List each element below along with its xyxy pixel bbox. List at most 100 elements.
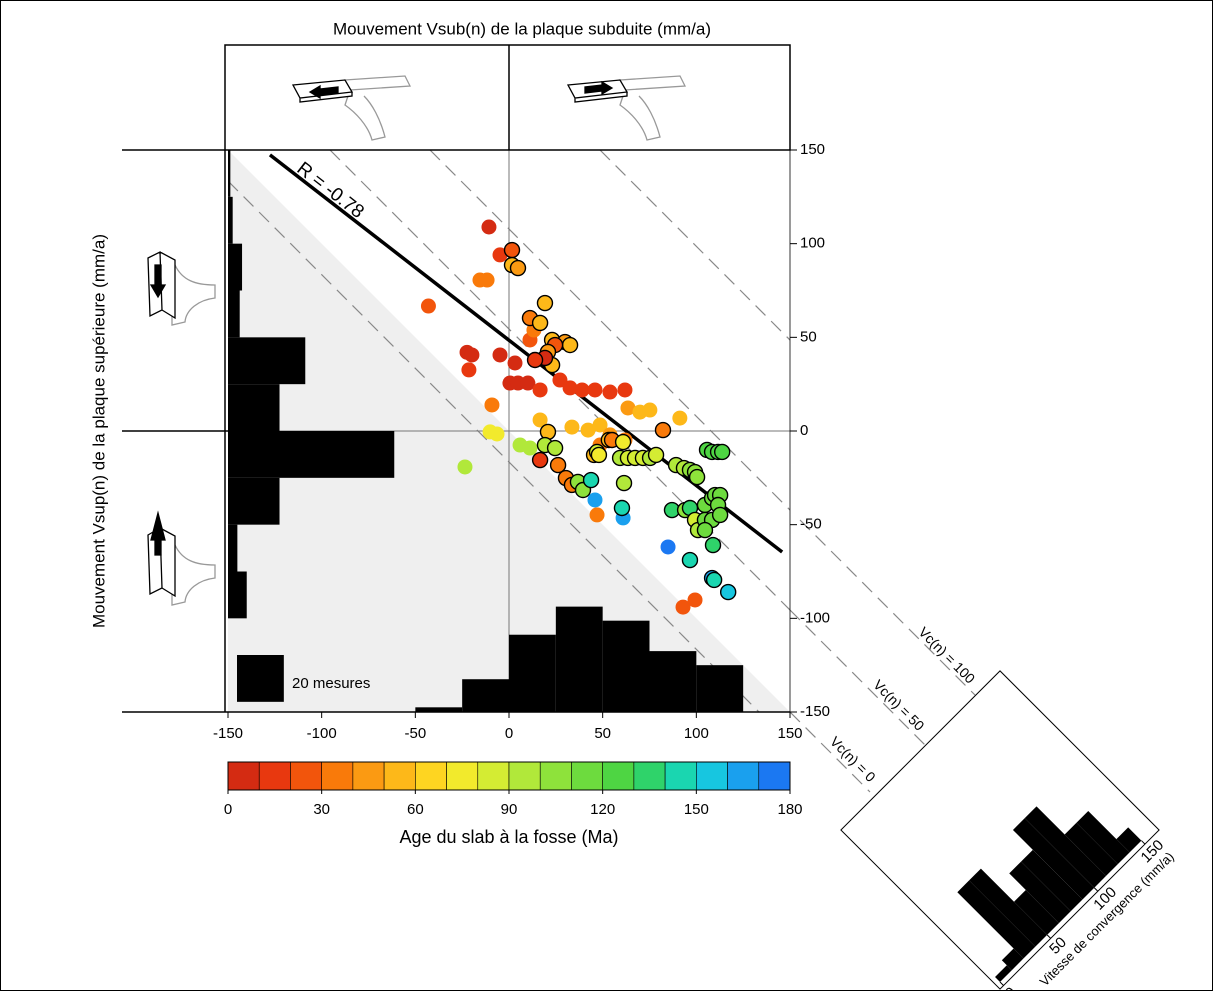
data-point [492,347,508,363]
scale-square [237,655,284,702]
y-tick-label: -100 [800,609,830,626]
x-tick-label: -150 [213,725,243,742]
colorbar-tick-label: 120 [590,801,615,818]
convergence-bar [1064,822,1118,876]
convergence-frame [840,670,1160,990]
colorbar-cell [539,761,572,791]
colorbar-cell [633,761,666,791]
hist-bar [555,606,603,712]
y-tick-label: 0 [800,422,808,439]
hist-bar [228,290,240,338]
data-point [484,397,500,413]
icon-right-motion [566,75,687,141]
colorbar-tick-label: 0 [224,801,232,818]
data-point [587,492,603,508]
data-point [592,417,608,433]
x-tick-label: 150 [777,725,802,742]
colorbar-tick-label: 30 [313,801,330,818]
data-point [481,219,497,235]
hist-bar [462,679,509,712]
convergence-bar [995,965,1012,982]
data-point [582,471,600,489]
data-point [705,571,723,589]
regression-label: R = -0.78 [293,158,368,223]
data-point [531,314,549,332]
data-point [479,272,495,288]
convergence-bar [1076,810,1130,865]
colorbar-cell [352,761,385,791]
data-point [564,419,580,435]
data-point [672,410,688,426]
convergence-tick [999,981,1004,986]
y-tick-label: 150 [800,141,825,158]
hist-bar [696,665,744,712]
hist-bar [228,150,231,197]
vc-line [799,519,976,696]
data-point [614,433,632,451]
convergence-bar [1009,861,1071,924]
reference-line [429,150,790,511]
data-point [647,446,665,464]
x-tick-label: 100 [684,725,709,742]
vc-label: Vc(n) = 50 [870,676,927,733]
chart-title: Mouvement Vsub(n) de la plaque subduite … [333,19,711,38]
y-tick-label: 100 [800,235,825,252]
vc-label: Vc(n) = 0 [827,733,879,785]
hist-bar [228,196,233,244]
data-point [526,351,544,369]
y-axis-title: Mouvement Vsup(n) de la plaque supérieur… [89,234,108,628]
colorbar-cell [696,761,728,791]
data-point [613,499,631,517]
hist-bar [602,620,650,712]
convergence-bar [1021,849,1083,912]
data-point [642,402,658,418]
data-point [602,384,618,400]
data-point [503,241,521,259]
hist-bar [649,651,697,712]
data-point [574,382,590,398]
x-tick-label: -100 [307,725,337,742]
data-point [615,474,633,492]
colorbar-cell [321,761,354,791]
colorbar-cell [508,761,541,791]
data-point [660,539,676,555]
colorbar-tick-label: 180 [777,801,802,818]
convergence-bar [957,880,1036,959]
data-point [549,456,567,474]
data-point [520,375,536,391]
hist-bar [228,431,395,478]
data-point [552,372,568,388]
vc-line [789,609,926,746]
vc-line [789,711,871,793]
icon-upper-down [147,250,216,326]
convergence-bar [1014,889,1059,935]
y-tick-label: -150 [800,703,830,720]
convergence-tick [1141,840,1146,845]
convergence-bar [1024,806,1107,888]
hist-bar [228,384,280,431]
data-point [590,446,608,464]
colorbar-title: Age du slab à la fosse (Ma) [399,827,618,847]
colorbar-cell [602,761,635,791]
colorbar-cell [571,761,603,791]
data-point [532,412,548,428]
convergence-histogram: 050100150Vitesse de convergence (mm/a) [840,670,1177,996]
reference-line [599,150,790,341]
hist-bar [228,337,306,385]
data-point [696,521,714,539]
colorbar-cell [227,761,260,791]
vc-lines [789,519,976,793]
data-point [457,459,473,475]
data-point [704,536,722,554]
hist-bar [415,707,463,712]
hist-bar [228,477,280,525]
data-point [561,336,579,354]
data-point [675,599,691,615]
colorbar-cell [383,761,416,791]
convergence-tick [1046,934,1052,939]
colorbar-cell [727,761,760,791]
convergence-bar [1012,818,1095,900]
top-panel [224,44,791,151]
data-point [509,259,527,277]
scale-label: 20 mesures [292,675,370,692]
